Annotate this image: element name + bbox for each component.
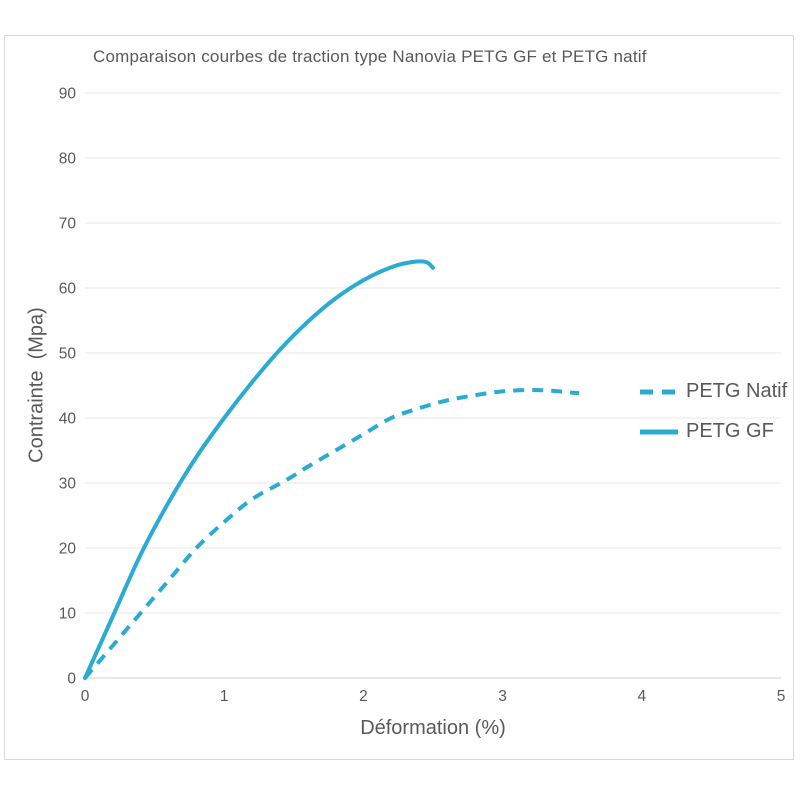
curve-petg-natif — [83, 388, 580, 680]
y-tick-label: 20 — [59, 541, 77, 558]
y-tick-label: 30 — [59, 476, 77, 493]
y-tick-label: 10 — [59, 606, 77, 623]
solid-line-icon — [640, 429, 678, 434]
x-tick-label: 0 — [81, 688, 90, 705]
y-tick-label: 0 — [67, 671, 76, 688]
dashed-line-icon — [640, 389, 678, 394]
x-tick-label: 5 — [777, 688, 786, 705]
y-tick-label: 40 — [59, 411, 77, 428]
legend-item-petg-gf: PETG GF — [640, 419, 787, 444]
y-tick-label: 70 — [59, 216, 77, 233]
chart-title: Comparaison courbes de traction type Nan… — [93, 47, 647, 66]
legend-item-petg-natif: PETG Natif — [640, 379, 787, 404]
legend: PETG Natif PETG GF — [640, 379, 787, 444]
x-axis-label: Déformation (%) — [360, 717, 506, 739]
y-axis-label: Contrainte (Mpa) — [25, 307, 48, 463]
y-tick-label: 50 — [59, 346, 77, 363]
y-tick-label: 80 — [59, 151, 77, 168]
y-tick-label: 90 — [59, 86, 77, 103]
legend-label-petg-gf: PETG GF — [686, 420, 774, 442]
curve-petg-gf — [83, 259, 435, 680]
chart-frame — [4, 35, 794, 760]
x-tick-label: 1 — [220, 688, 229, 705]
legend-label-petg-natif: PETG Natif — [686, 380, 788, 402]
x-tick-label: 4 — [637, 688, 646, 705]
x-tick-label: 2 — [359, 688, 368, 705]
x-tick-label: 3 — [498, 688, 507, 705]
y-tick-label: 60 — [59, 281, 77, 298]
